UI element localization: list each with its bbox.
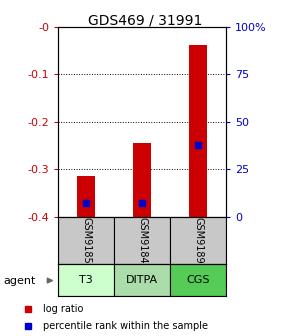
Bar	[189, 45, 207, 217]
Bar	[114, 264, 170, 296]
Text: CGS: CGS	[186, 275, 210, 285]
Text: log ratio: log ratio	[43, 304, 83, 314]
Text: GSM9185: GSM9185	[81, 217, 91, 264]
Text: percentile rank within the sample: percentile rank within the sample	[43, 321, 208, 331]
Bar	[133, 143, 151, 217]
Bar	[77, 176, 95, 217]
Bar	[58, 264, 114, 296]
Text: GDS469 / 31991: GDS469 / 31991	[88, 13, 202, 28]
Text: DITPA: DITPA	[126, 275, 158, 285]
Bar	[170, 264, 226, 296]
Bar	[114, 217, 170, 264]
Text: GSM9184: GSM9184	[137, 217, 147, 263]
Text: T3: T3	[79, 275, 93, 285]
Text: GSM9189: GSM9189	[193, 217, 203, 263]
Bar	[58, 217, 114, 264]
Bar	[170, 217, 226, 264]
Text: agent: agent	[3, 276, 35, 286]
